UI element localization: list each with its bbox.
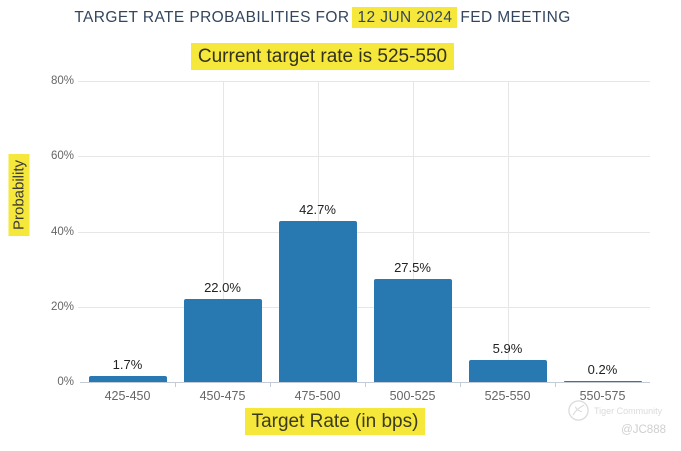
gridline-20pct — [78, 306, 650, 308]
gridline-vertical — [412, 82, 414, 382]
x-axis-category-labels: 425-450 450-475 475-500 500-525 525-550 550-5… — [80, 389, 650, 405]
gridline-vertical — [222, 82, 224, 382]
bar-450-475[interactable] — [183, 299, 262, 382]
bar-value-label-550-575: 0.2% — [587, 362, 618, 378]
x-axis-tick — [365, 383, 366, 387]
y-axis-title-highlight: Probability — [8, 153, 30, 237]
watermark-handle: @JC888 — [621, 424, 666, 436]
y-tick-label-40: 40% — [50, 225, 74, 238]
gridline-40pct — [78, 231, 650, 233]
chart-title-date-highlight: 12 JUN 2024 — [352, 7, 458, 28]
bar-425-450[interactable] — [88, 375, 167, 382]
chart-subtitle: Current target rate is 525-550 — [0, 43, 645, 70]
y-tick-label-0: 0% — [57, 376, 74, 388]
gridline-80pct — [78, 81, 650, 82]
x-category-label-425-450: 425-450 — [104, 389, 151, 403]
watermark-brand: Tiger Community — [594, 405, 663, 416]
chart-title-suffix: FED MEETING — [460, 9, 571, 26]
y-tick-label-20: 20% — [50, 300, 74, 313]
bar-550-575[interactable] — [563, 381, 642, 382]
watermark: Tiger Community — [567, 399, 677, 422]
bar-525-550[interactable] — [468, 359, 547, 382]
bar-value-label-475-500: 42.7% — [299, 202, 336, 218]
chart-subtitle-highlight: Current target rate is 525-550 — [190, 43, 455, 70]
gridline-60pct — [78, 156, 650, 158]
bar-value-label-425-450: 1.7% — [112, 356, 143, 372]
x-category-label-500-525: 500-525 — [389, 389, 436, 403]
y-axis-title: Probability — [8, 153, 30, 237]
bar-value-label-500-525: 27.5% — [394, 259, 431, 275]
x-axis-title-highlight: Target Rate (in bps) — [244, 408, 426, 435]
y-tick-label-80: 80% — [50, 75, 74, 87]
x-category-label-525-550: 525-550 — [484, 389, 531, 403]
bar-value-label-450-475: 22.0% — [204, 280, 241, 296]
x-category-label-450-475: 450-475 — [199, 389, 246, 403]
chart-title: TARGET RATE PROBABILITIES FOR 12 JUN 2024… — [0, 7, 645, 28]
x-axis-tick — [270, 383, 271, 387]
y-tick-label-60: 60% — [50, 150, 74, 163]
bar-value-label-525-550: 5.9% — [492, 340, 523, 356]
x-axis-tick — [555, 383, 556, 387]
bar-500-525[interactable] — [373, 278, 452, 382]
x-axis-tick — [460, 383, 461, 387]
x-axis-tick — [175, 383, 176, 387]
x-axis-title: Target Rate (in bps) — [0, 408, 670, 435]
x-category-label-475-500: 475-500 — [294, 389, 341, 403]
x-category-label-550-575: 550-575 — [579, 389, 626, 403]
tiger-logo-icon — [567, 399, 590, 422]
chart-title-prefix: TARGET RATE PROBABILITIES FOR — [74, 9, 350, 26]
bar-475-500[interactable] — [278, 221, 357, 382]
plot-area: 1.7% 22.0% 42.7% 27.5% 5.9% 0.2% — [78, 81, 650, 387]
gridline-vertical — [507, 82, 509, 382]
